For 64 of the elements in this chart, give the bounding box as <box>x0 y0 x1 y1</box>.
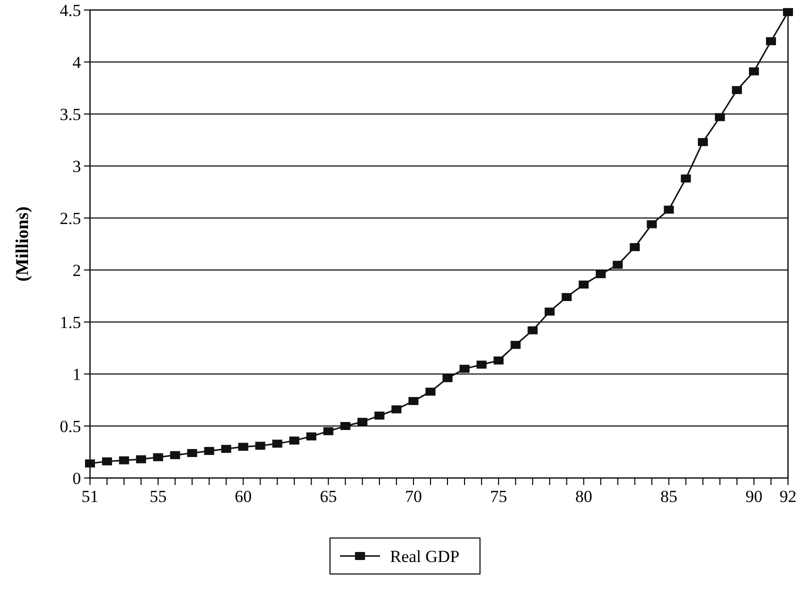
point <box>510 340 521 349</box>
point <box>170 451 180 460</box>
y-tick-label: 1.5 <box>60 312 81 332</box>
x-tick-label: 90 <box>745 487 762 506</box>
x-tick-label: 80 <box>575 487 592 506</box>
point <box>630 243 640 252</box>
point <box>119 456 130 464</box>
y-axis-title: (Millions) <box>12 206 32 282</box>
point <box>680 174 691 182</box>
x-tick-label: 70 <box>404 487 422 506</box>
point <box>732 86 742 94</box>
point <box>187 449 198 458</box>
point <box>442 374 453 382</box>
point <box>391 405 402 414</box>
point <box>85 459 95 468</box>
y-tick-label: 0.5 <box>60 416 81 436</box>
x-tick-label: 51 <box>82 487 98 506</box>
point <box>153 453 164 462</box>
y-tick-label: 1 <box>72 364 81 384</box>
point <box>783 8 793 16</box>
point <box>664 206 674 214</box>
point <box>494 356 504 364</box>
y-tick-label: 2.5 <box>60 208 81 228</box>
x-tick-label: 55 <box>150 487 167 506</box>
point <box>340 422 350 430</box>
point <box>289 436 300 445</box>
y-tick-label: 0 <box>72 468 81 488</box>
point <box>766 37 776 46</box>
point <box>748 67 759 76</box>
point <box>102 457 112 466</box>
point <box>476 360 487 369</box>
point <box>255 442 266 450</box>
point <box>374 412 384 420</box>
point <box>562 293 572 302</box>
y-tick-label: 3 <box>72 156 81 176</box>
legend-label: Real GDP <box>390 546 460 566</box>
y-tick-label: 4.5 <box>60 0 81 20</box>
point <box>306 432 316 440</box>
y-tick-label: 3.5 <box>60 104 81 124</box>
point <box>357 418 368 426</box>
point <box>544 308 555 316</box>
x-tick-label: 65 <box>320 487 337 506</box>
point <box>596 270 606 278</box>
point <box>698 138 708 146</box>
y-tick-label: 2 <box>72 260 81 280</box>
point <box>460 364 470 373</box>
point <box>578 280 589 289</box>
x-tick-label: 92 <box>780 487 796 506</box>
x-tick-label: 60 <box>234 487 252 506</box>
point <box>323 427 334 436</box>
point <box>272 440 282 448</box>
point <box>136 455 146 464</box>
y-tick-label: 4 <box>72 52 82 72</box>
point <box>646 220 657 228</box>
x-tick-label: 85 <box>660 487 678 506</box>
point <box>238 442 248 451</box>
point <box>612 260 623 269</box>
x-tick-label: 75 <box>490 487 508 506</box>
point <box>425 388 436 396</box>
point <box>714 113 725 122</box>
point <box>204 446 214 455</box>
point <box>221 444 232 453</box>
point <box>408 397 418 406</box>
point <box>528 326 538 334</box>
